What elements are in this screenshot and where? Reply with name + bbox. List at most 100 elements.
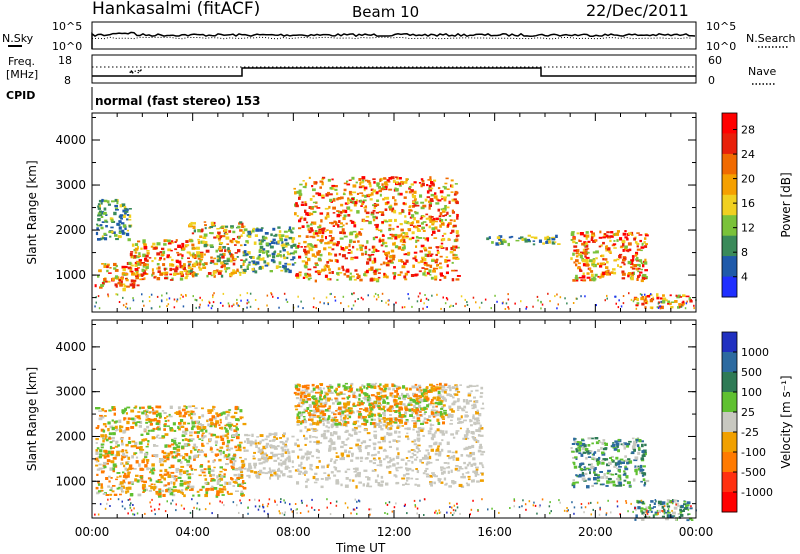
range-time-cell [282, 462, 287, 465]
range-time-cell [413, 422, 417, 425]
range-time-cell [159, 415, 162, 418]
range-time-cell [385, 455, 389, 459]
range-time-cell [377, 417, 381, 420]
range-time-cell [422, 229, 426, 232]
range-time-cell [340, 418, 343, 421]
range-time-cell [116, 201, 119, 205]
range-time-cell [172, 486, 177, 489]
range-time-cell [478, 413, 482, 417]
range-time-cell [246, 241, 249, 244]
range-time-cell [426, 190, 430, 194]
range-time-cell [125, 265, 128, 269]
range-time-cell [605, 245, 608, 249]
range-time-cell [239, 444, 242, 448]
range-time-cell [234, 479, 238, 482]
range-time-cell [153, 276, 156, 279]
range-time-cell [353, 426, 358, 430]
range-time-cell [294, 203, 297, 207]
range-time-cell [439, 429, 442, 434]
range-time-cell [230, 271, 235, 275]
range-time-cell [122, 224, 127, 228]
range-time-cell [139, 446, 143, 449]
range-time-cell [370, 407, 374, 411]
range-time-cell [627, 260, 632, 265]
range-time-cell [428, 415, 431, 418]
range-time-cell [206, 419, 209, 423]
range-time-cell [566, 302, 568, 305]
range-time-cell [406, 270, 410, 274]
range-time-cell [176, 448, 181, 452]
range-time-cell [311, 401, 316, 405]
range-time-cell [121, 442, 124, 446]
range-time-cell [245, 253, 249, 256]
range-time-cell [103, 232, 107, 236]
range-time-cell [329, 293, 331, 296]
station-title: Hankasalmi (fitACF) [92, 0, 260, 19]
noise-left-label: N.Sky [2, 32, 34, 45]
range-time-cell [367, 385, 371, 388]
range-time-cell [168, 466, 172, 469]
range-time-cell [343, 214, 347, 218]
range-time-cell [299, 183, 303, 186]
range-time-cell [318, 391, 322, 394]
range-time-cell [308, 176, 311, 179]
range-time-cell [207, 304, 210, 307]
range-time-cell [618, 461, 623, 465]
range-time-cell [359, 182, 362, 186]
range-time-cell [413, 449, 416, 452]
range-time-cell [314, 232, 319, 235]
range-time-cell [297, 305, 300, 308]
range-time-cell [520, 236, 524, 240]
range-time-cell [371, 245, 374, 249]
range-time-cell [407, 450, 411, 453]
range-time-cell [392, 439, 397, 442]
range-time-cell [618, 470, 621, 473]
range-time-cell [317, 192, 322, 197]
range-time-cell [396, 225, 399, 228]
range-time-cell [277, 445, 280, 448]
range-time-cell [426, 237, 430, 240]
range-time-cell [442, 209, 446, 212]
range-time-cell [247, 235, 252, 238]
range-time-cell [420, 260, 424, 263]
range-time-cell [148, 296, 151, 298]
range-time-cell [156, 295, 159, 298]
range-time-cell [216, 259, 221, 263]
range-time-cell [346, 274, 350, 278]
range-time-cell [333, 418, 336, 421]
range-time-cell [302, 472, 305, 475]
range-time-cell [172, 456, 177, 459]
range-time-cell [618, 481, 622, 485]
range-time-cell [378, 419, 381, 422]
range-time-cell [278, 233, 282, 237]
range-time-cell [275, 265, 279, 269]
range-time-cell [618, 483, 623, 487]
range-time-cell [329, 460, 333, 462]
range-time-cell [340, 483, 343, 487]
range-time-cell [315, 192, 320, 195]
range-time-cell [377, 482, 381, 485]
range-time-cell [585, 234, 590, 238]
range-time-cell [211, 473, 215, 477]
range-time-cell [576, 441, 580, 444]
range-time-cell [351, 275, 355, 278]
range-time-cell [339, 237, 344, 240]
range-time-cell [441, 471, 444, 475]
range-time-cell [139, 260, 142, 264]
range-time-cell [425, 397, 430, 401]
range-time-cell [371, 404, 374, 406]
range-time-cell [402, 232, 405, 234]
range-time-cell [183, 481, 187, 485]
range-time-cell [198, 263, 202, 266]
range-time-cell [140, 476, 143, 479]
range-time-cell [491, 241, 494, 244]
range-time-cell [450, 304, 452, 307]
range-time-cell [96, 407, 101, 410]
range-time-cell [177, 253, 180, 257]
range-time-cell [364, 393, 369, 396]
range-time-cell [199, 303, 201, 306]
range-time-cell [337, 386, 341, 388]
range-time-cell [135, 260, 140, 263]
range-time-cell [572, 252, 575, 256]
range-time-cell [139, 278, 143, 281]
